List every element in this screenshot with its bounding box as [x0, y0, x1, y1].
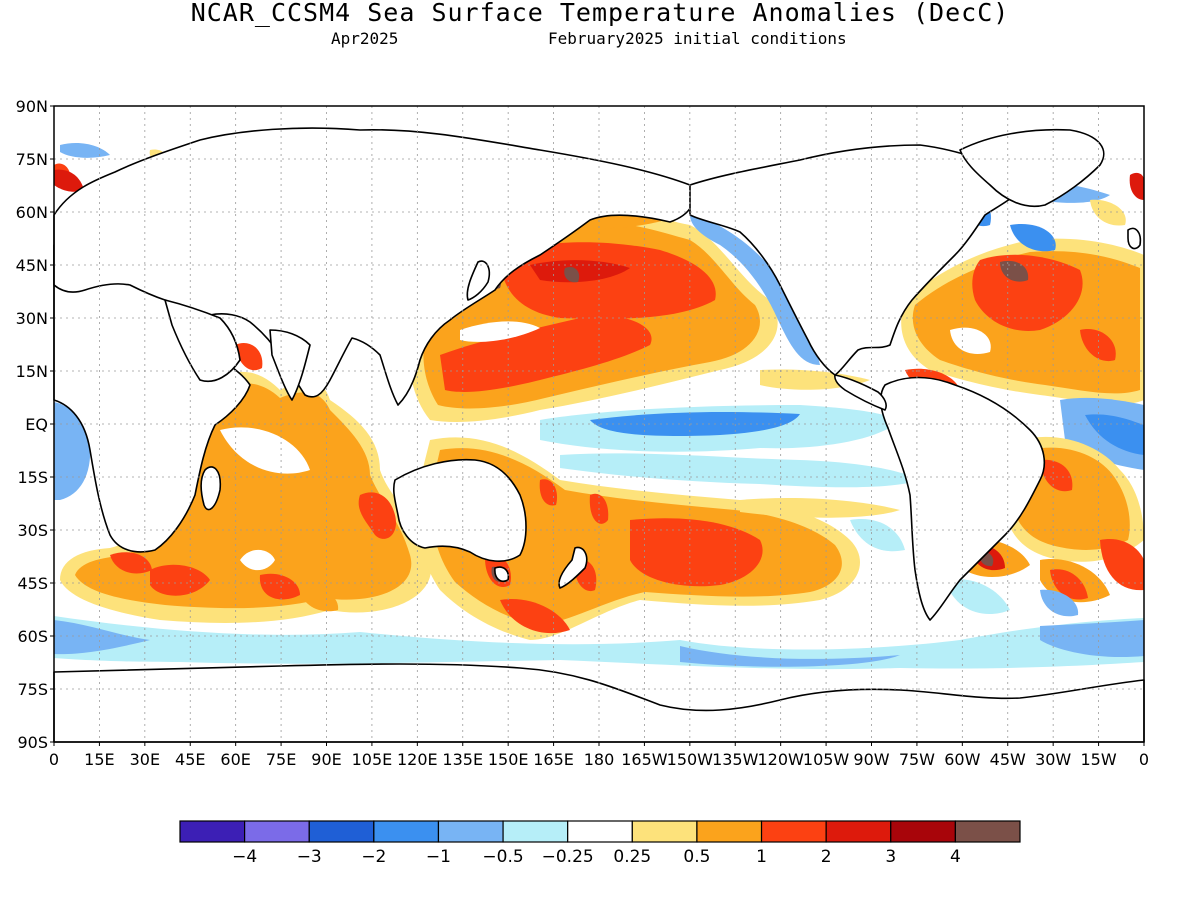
longitude-label: 180	[584, 750, 615, 769]
latitude-label: 30N	[16, 309, 48, 328]
colorbar-swatch	[308, 820, 375, 843]
longitude-label: 0	[49, 750, 59, 769]
longitude-label: 105W	[803, 750, 850, 769]
south-america-landmass	[879, 376, 1046, 621]
colorbar-swatch	[954, 820, 1021, 843]
colorbar-swatch	[437, 820, 504, 843]
graticule	[54, 106, 1144, 742]
latitude-label: 15S	[17, 468, 48, 487]
longitude-label: 165W	[621, 750, 668, 769]
colorbar-label: −0.25	[542, 847, 594, 867]
colorbar-swatch	[179, 820, 246, 843]
longitude-label: 75W	[899, 750, 935, 769]
longitude-label: 60E	[220, 750, 250, 769]
longitude-label: 90E	[311, 750, 341, 769]
uk-landmass	[1127, 227, 1142, 250]
colorbar-label: −4	[232, 847, 257, 867]
longitude-label: 150E	[488, 750, 529, 769]
colorbar-swatch	[825, 820, 892, 843]
longitude-label: 30E	[130, 750, 160, 769]
madagascar-landmass	[200, 466, 222, 511]
longitude-label: 105E	[352, 750, 393, 769]
axis-ticks	[50, 105, 1145, 746]
longitude-label: 15E	[84, 750, 114, 769]
latitude-label: 15N	[16, 362, 48, 381]
longitude-label: 45W	[990, 750, 1026, 769]
colorbar-label: −1	[426, 847, 451, 867]
latitude-label: 75N	[16, 150, 48, 169]
colorbar	[179, 820, 1021, 843]
colorbar-label: 1	[756, 847, 767, 867]
latitude-label: 45S	[17, 574, 48, 593]
colorbar-swatch	[631, 820, 698, 843]
longitude-label: 0	[1139, 750, 1149, 769]
colorbar-label: −3	[297, 847, 322, 867]
latitude-label: 45N	[16, 256, 48, 275]
india-landmass	[269, 329, 311, 401]
colorbar-label: 3	[885, 847, 896, 867]
latitude-label: 30S	[17, 521, 48, 540]
arabia-landmass	[164, 299, 241, 382]
latitude-labels: 90N 75N 60N 45N 30N 15N EQ 15S 30S 45S 60S 75S 90S	[16, 97, 48, 752]
central-america-landmass	[834, 374, 887, 411]
colorbar-swatch	[890, 820, 956, 843]
colorbar-label: −2	[361, 847, 386, 867]
longitude-label: 75E	[266, 750, 296, 769]
longitude-label: 135W	[712, 750, 759, 769]
forecast-month-label: Apr2025	[331, 29, 399, 48]
colorbar-swatch	[244, 820, 310, 843]
longitude-label: 120E	[397, 750, 438, 769]
longitude-label: 165E	[533, 750, 574, 769]
colorbar-swatch	[502, 820, 569, 843]
latitude-label: 90S	[17, 733, 48, 752]
chart-title: NCAR_CCSM4 Sea Surface Temperature Anoma…	[190, 0, 1010, 27]
longitude-label: 135E	[442, 750, 483, 769]
latitude-label: 90N	[16, 97, 48, 116]
colorbar-swatch	[567, 820, 633, 843]
australia-landmass	[392, 458, 527, 562]
colorbar-label: −0.5	[482, 847, 523, 867]
longitude-label: 90W	[853, 750, 889, 769]
latitude-label: 60N	[16, 203, 48, 222]
colorbar-label: 2	[821, 847, 832, 867]
colorbar-swatch	[760, 820, 827, 843]
north-america-landmass	[689, 144, 1031, 376]
tasmania-landmass	[494, 566, 510, 583]
longitude-label: 45E	[175, 750, 205, 769]
longitude-label: 60W	[944, 750, 980, 769]
colorbar-label: 4	[950, 847, 961, 867]
latitude-label: 60S	[17, 627, 48, 646]
longitude-labels: 0 15E 30E 45E 60E 75E 90E 105E 120E 135E 150E 165E 1…	[49, 750, 1149, 769]
colorbar-labels: −4 −3 −2 −1 −0.5 −0.25 0.25 0.5 1 2 3 4	[232, 847, 961, 867]
greenland-landmass	[959, 128, 1105, 208]
initial-conditions-label: February2025 initial conditions	[548, 29, 847, 48]
colorbar-swatch	[373, 820, 440, 843]
continents	[53, 127, 1145, 743]
longitude-label: 30W	[1035, 750, 1071, 769]
longitude-label: 150W	[667, 750, 714, 769]
longitude-label: 120W	[757, 750, 804, 769]
colorbar-swatch	[696, 820, 763, 843]
longitude-label: 15W	[1080, 750, 1116, 769]
latitude-label: EQ	[25, 415, 48, 434]
latitude-label: 75S	[17, 680, 48, 699]
new-zealand-landmass	[558, 546, 588, 589]
colorbar-label: 0.25	[613, 847, 651, 867]
colorbar-label: 0.5	[683, 847, 710, 867]
